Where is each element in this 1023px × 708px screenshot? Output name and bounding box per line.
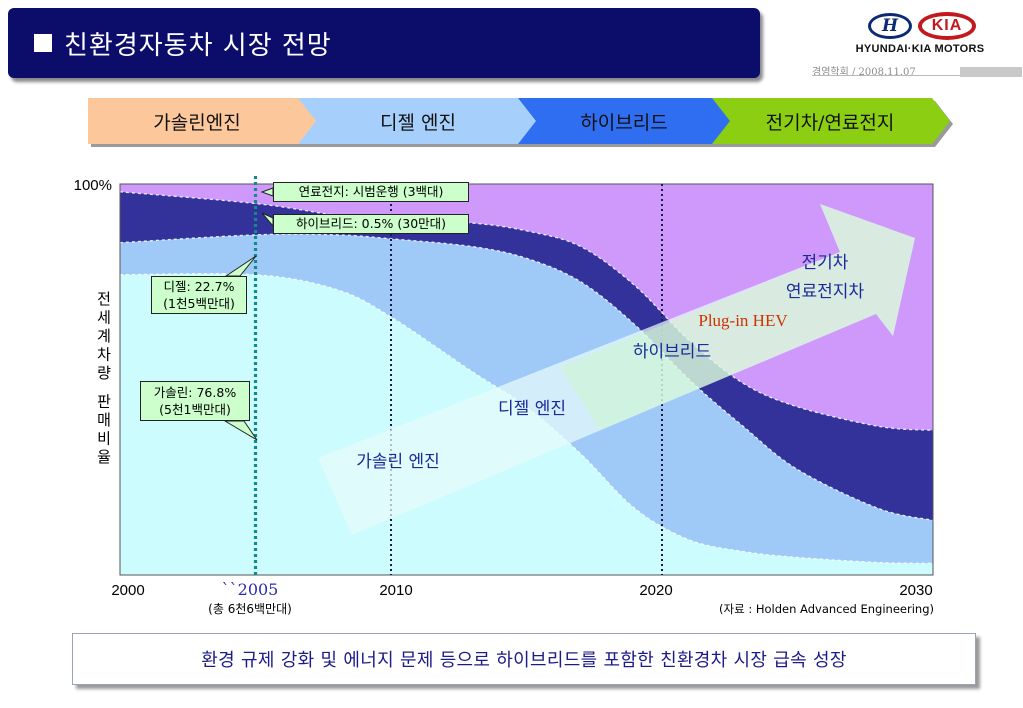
credit-underline [812,75,960,76]
boundary-area-diesel [119,233,934,521]
callout-tail-gasoline [223,420,258,441]
stage-label: 전기차/연료전지 [765,111,895,134]
stage-gasoline: 가솔린엔진 [88,98,323,147]
title-banner: 친환경자동차 시장 전망 [8,8,760,78]
kia-logo-icon: KIA [918,12,976,40]
x-tick-label: 2030 [899,582,932,599]
callout-diesel: 디젤: 22.7% (1천5백만대) [151,276,247,314]
label-diesel-engine: 디젤 엔진 [498,399,566,419]
x-tick-label: 2020 [639,582,672,599]
presentation-credit: 경영학회 / 2008.11.07 [812,67,916,78]
x-tick-label: 2000 [111,582,144,599]
callout-hybrid: 하이브리드: 0.5% (30만대) [273,214,469,234]
bullet-square-icon [34,34,52,52]
company-logo: H KIA HYUNDAI·KIA MOTORS [838,6,998,60]
hyundai-logo-icon: H [868,13,912,39]
trend-arrow-tip [560,204,915,430]
trend-arrow [318,204,915,535]
stage-ev-fuelcell: 전기차/연료전지 [712,98,953,147]
credit-gray-bar [960,67,1022,77]
page-title: 친환경자동차 시장 전망 [64,30,332,61]
label-ev: 전기차 [802,253,849,273]
x-sub-label: (총 6천6백만대) [208,601,292,616]
summary-text: 환경 규제 강화 및 에너지 문제 등으로 하이브리드를 포함한 친환경차 시장… [201,650,847,671]
stage-label: 가솔린엔진 [153,111,241,134]
label-fuel-cell-vehicle: 연료전지차 [786,282,865,302]
boundary-area-hybrid [119,191,934,431]
plot-frame [119,183,934,576]
label-gasoline-engine: 가솔린 엔진 [356,452,440,472]
x-tick-label: 2010 [379,582,412,599]
stage-hybrid: 하이브리드 [518,98,735,147]
callout-fuel-cell: 연료전지: 시범운행 (3백대) [273,182,469,202]
stage-diesel: 디젤 엔진 [298,98,543,147]
label-hybrid: 하이브리드 [633,342,711,362]
callout-gasoline: 가솔린: 76.8% (5천1백만대) [140,381,250,421]
stage-label: 디젤 엔진 [380,111,456,134]
y-tick-label: 100% [74,177,112,194]
x-tick-label: ``2005 [222,580,279,599]
source-label: (자료 : Holden Advanced Engineering) [719,602,934,616]
logo-wordmark: HYUNDAI·KIA MOTORS [855,43,985,55]
summary-box: 환경 규제 강화 및 에너지 문제 등으로 하이브리드를 포함한 친환경차 시장… [72,633,976,685]
stage-label: 하이브리드 [580,111,668,134]
label-plugin-hev: Plug-in HEV [698,311,788,330]
